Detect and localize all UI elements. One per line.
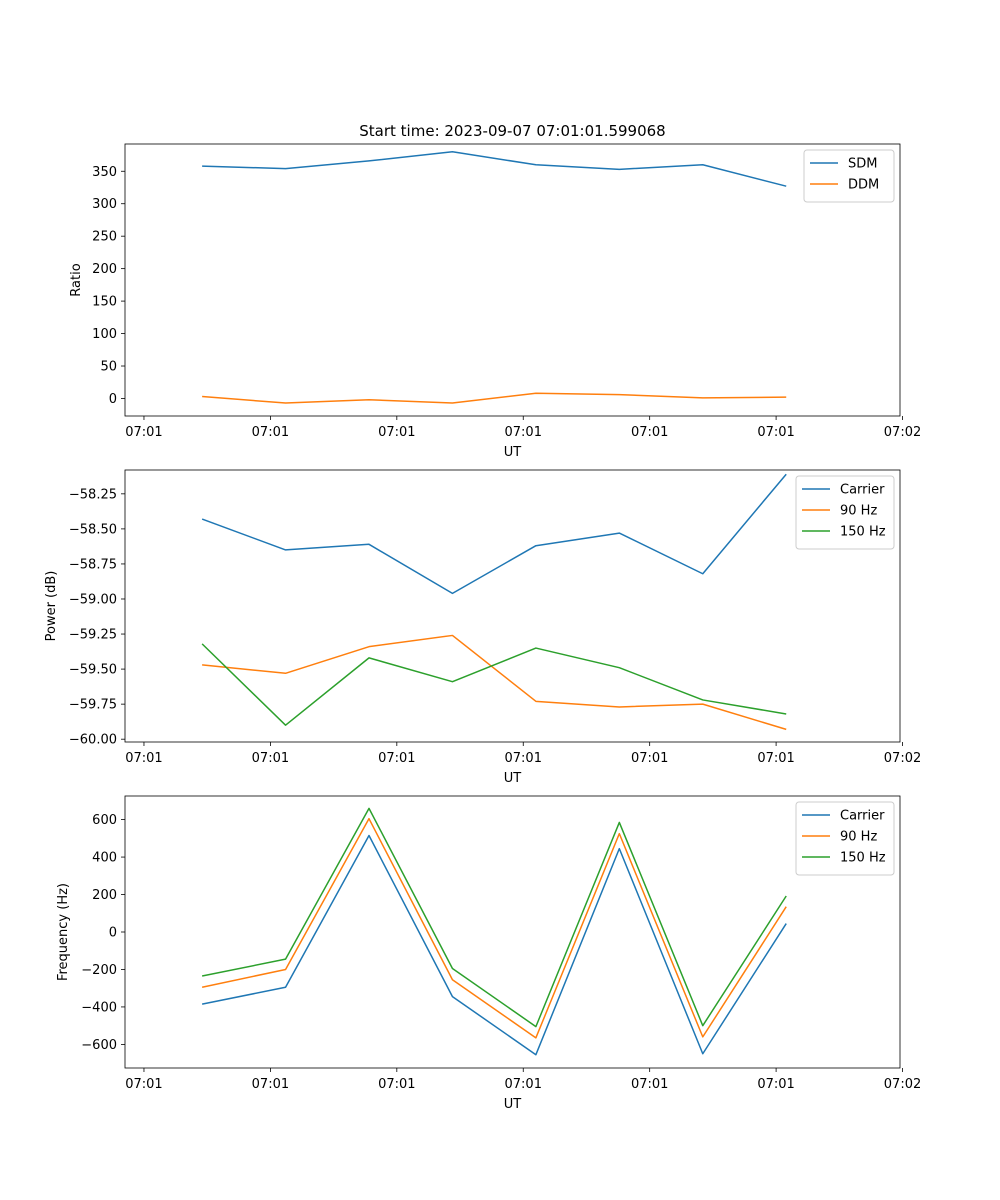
y-tick-label: −400: [81, 1000, 117, 1015]
y-axis-label: Power (dB): [44, 571, 59, 642]
y-tick-label: 100: [92, 327, 117, 342]
y-tick-label: −59.25: [69, 628, 117, 643]
subplot-panels: 07:01 07:01 07:01 07:01 07:01 07:01 07:02 0 50 10…: [44, 143, 921, 1112]
figure-title: Start time: 2023-09-07 07:01:01.599068: [359, 122, 665, 140]
series-line-carrier: [201, 473, 787, 595]
x-tick-label: 07:01: [505, 751, 542, 766]
series-line-90-hz: [202, 634, 787, 731]
y-tick-label: −600: [81, 1038, 117, 1053]
y-tick-label: 300: [92, 197, 117, 212]
legend: Carrier 90 Hz 150 Hz: [795, 475, 895, 550]
y-tick-label: −59.75: [69, 698, 117, 713]
x-axis-label: UT: [504, 771, 522, 786]
legend: Carrier 90 Hz 150 Hz: [795, 801, 895, 876]
y-tick-label: −59.00: [69, 592, 117, 607]
x-tick-label: 07:01: [757, 425, 794, 440]
axes-frame: [124, 795, 901, 1069]
series-line-90-hz: [201, 817, 787, 1039]
axes-frame: [124, 143, 901, 417]
x-tick-label: 07:01: [505, 1077, 542, 1092]
x-tick-label: 07:02: [884, 425, 921, 440]
series-line-sdm: [202, 151, 787, 187]
legend-label: 90 Hz: [840, 830, 877, 845]
legend-label: 150 Hz: [840, 525, 886, 540]
subplot-2: 07:01 07:01 07:01 07:01 07:01 07:01 07:02 −60.0…: [44, 469, 921, 786]
y-tick-label: 350: [92, 165, 117, 180]
x-tick-label: 07:01: [252, 751, 289, 766]
legend-label: 150 Hz: [840, 851, 886, 866]
y-tick-label: 150: [92, 295, 117, 310]
y-tick-label: 200: [92, 262, 117, 277]
y-tick-label: 0: [109, 392, 117, 407]
x-tick-label: 07:01: [378, 751, 415, 766]
x-tick-label: 07:01: [378, 425, 415, 440]
legend-label: SDM: [848, 157, 877, 172]
y-axis-label: Ratio: [69, 263, 84, 296]
x-tick-label: 07:01: [378, 1077, 415, 1092]
subplot-1: 07:01 07:01 07:01 07:01 07:01 07:01 07:02 0 50 10…: [69, 143, 921, 460]
y-tick-label: −59.50: [69, 663, 117, 678]
y-tick-label: 600: [92, 813, 117, 828]
y-tick-label: 200: [92, 888, 117, 903]
x-tick-label: 07:02: [884, 751, 921, 766]
y-tick-label: 50: [100, 360, 117, 375]
y-tick-label: 400: [92, 851, 117, 866]
x-tick-label: 07:01: [631, 1077, 668, 1092]
y-tick-label: 250: [92, 230, 117, 245]
axes-frame: [124, 469, 901, 743]
legend-label: 90 Hz: [840, 504, 877, 519]
x-axis-label: UT: [504, 1097, 522, 1112]
series-line-ddm: [202, 392, 787, 404]
legend: SDM DDM: [803, 149, 895, 203]
x-tick-label: 07:01: [757, 1077, 794, 1092]
y-tick-label: 0: [109, 926, 117, 941]
x-tick-label: 07:01: [252, 425, 289, 440]
x-tick-label: 07:02: [884, 1077, 921, 1092]
subplot-3: 07:01 07:01 07:01 07:01 07:01 07:01 07:02 −600 −…: [56, 795, 921, 1112]
x-tick-label: 07:01: [631, 425, 668, 440]
x-tick-label: 07:01: [631, 751, 668, 766]
x-tick-label: 07:01: [252, 1077, 289, 1092]
y-tick-label: −58.50: [69, 522, 117, 537]
legend-label: Carrier: [840, 483, 885, 498]
series-line-150-hz: [201, 643, 787, 726]
y-tick-label: −58.75: [69, 557, 117, 572]
legend-label: DDM: [848, 178, 879, 193]
x-tick-label: 07:01: [757, 751, 794, 766]
series-line-carrier: [201, 834, 787, 1056]
series-line-150-hz: [201, 807, 787, 1028]
legend-label: Carrier: [840, 809, 885, 824]
x-tick-label: 07:01: [125, 751, 162, 766]
y-tick-label: −60.00: [69, 733, 117, 748]
y-tick-label: −58.25: [69, 487, 117, 502]
x-axis-label: UT: [504, 445, 522, 460]
x-tick-label: 07:01: [125, 425, 162, 440]
x-tick-label: 07:01: [505, 425, 542, 440]
y-tick-label: −200: [81, 963, 117, 978]
x-tick-label: 07:01: [125, 1077, 162, 1092]
y-axis-label: Frequency (Hz): [56, 883, 71, 981]
